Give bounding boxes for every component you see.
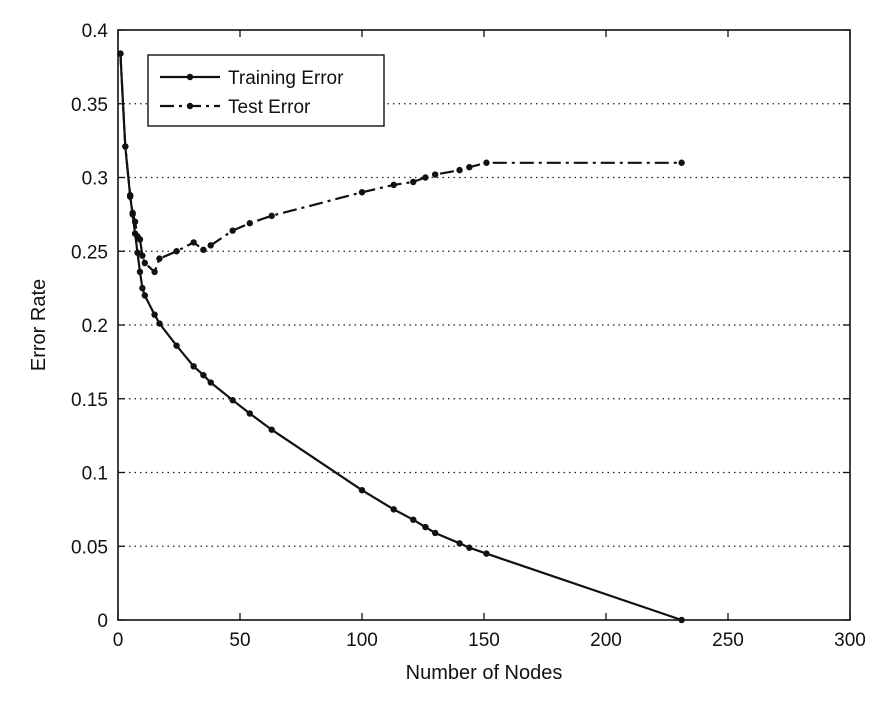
legend-marker-training-error: [186, 73, 194, 81]
data-point-training-error: [190, 363, 197, 370]
y-tick-label: 0.3: [82, 169, 108, 190]
data-point-training-error: [410, 516, 417, 523]
x-tick-label: 200: [590, 630, 622, 651]
data-point-test-error: [207, 242, 214, 249]
y-tick-label: 0.35: [71, 95, 108, 116]
data-point-test-error: [117, 50, 124, 57]
data-point-training-error: [229, 397, 236, 404]
data-point-test-error: [190, 239, 197, 246]
legend-marker-test-error: [186, 102, 194, 110]
data-point-training-error: [483, 550, 490, 557]
data-point-test-error: [246, 220, 253, 227]
y-tick-label: 0.2: [82, 316, 108, 337]
data-point-test-error: [122, 143, 129, 150]
y-tick-label: 0.25: [71, 242, 108, 263]
data-point-training-error: [207, 379, 214, 386]
legend-box: [147, 54, 385, 127]
legend-label-training-error: Training Error: [228, 68, 344, 89]
data-point-test-error: [139, 252, 146, 259]
data-point-test-error: [151, 268, 158, 276]
data-point-test-error: [390, 181, 397, 189]
data-point-test-error: [268, 212, 275, 220]
data-point-test-error: [127, 192, 134, 199]
data-point-test-error: [456, 166, 463, 174]
legend-label-test-error: Test Error: [228, 97, 311, 118]
data-point-test-error: [141, 259, 149, 267]
x-tick-label: 50: [229, 630, 250, 651]
x-tick-label: 250: [712, 630, 744, 651]
data-point-training-error: [173, 342, 180, 349]
gridlines: [118, 103, 850, 547]
data-point-training-error: [156, 320, 163, 327]
data-point-test-error: [129, 209, 136, 217]
data-point-test-error: [200, 246, 207, 253]
data-point-training-error: [268, 426, 275, 433]
y-tick-label: 0.1: [82, 464, 108, 485]
data-point-training-error: [200, 371, 207, 379]
data-point-training-error: [456, 540, 463, 547]
data-point-training-error: [358, 487, 366, 494]
data-point-test-error: [432, 171, 439, 178]
data-point-test-error: [136, 236, 144, 243]
x-tick-label: 150: [468, 630, 500, 651]
data-point-test-error: [229, 227, 236, 234]
data-point-test-error: [156, 255, 163, 262]
legend: Training Error Test Error: [147, 54, 385, 127]
data-point-test-error: [173, 248, 180, 255]
data-point-training-error: [139, 284, 146, 292]
series-line-training-error: [119, 53, 682, 622]
y-tick-label: 0.4: [82, 21, 109, 42]
data-point-training-error: [246, 410, 253, 417]
y-tick-label: 0.05: [71, 537, 108, 558]
data-point-training-error: [390, 506, 397, 513]
x-tick-label: 0: [113, 630, 124, 651]
y-tick-label: 0.15: [71, 390, 108, 411]
data-point-test-error: [410, 178, 417, 186]
y-tick-label: 0: [97, 611, 108, 632]
data-point-test-error: [466, 163, 473, 171]
data-point-training-error: [432, 529, 439, 537]
y-axis-title: Error Rate: [28, 279, 50, 371]
axis-ticks: [117, 29, 851, 621]
legend-entry-test-error: Test Error: [160, 97, 311, 118]
data-point-training-error: [422, 523, 429, 531]
x-axis-title: Number of Nodes: [406, 662, 563, 684]
data-point-training-error: [466, 544, 473, 551]
data-point-training-error: [151, 311, 158, 318]
data-point-test-error: [358, 189, 366, 196]
data-point-training-error: [136, 268, 144, 276]
data-point-training-error: [134, 249, 141, 256]
data-point-test-error: [131, 218, 139, 225]
data-point-test-error: [422, 174, 429, 181]
data-point-test-error: [678, 159, 685, 166]
series-lines: [117, 50, 685, 624]
legend-entry-training-error: Training Error: [160, 68, 344, 89]
x-tick-label: 100: [346, 630, 378, 651]
data-point-training-error: [141, 292, 149, 299]
data-point-test-error: [483, 159, 490, 166]
x-tick-label: 300: [834, 630, 866, 651]
tick-labels: 0 0.05 0.1 0.15 0.2 0.25 0.3 0.35 0.4 0 50 100 150 20…: [71, 21, 866, 651]
